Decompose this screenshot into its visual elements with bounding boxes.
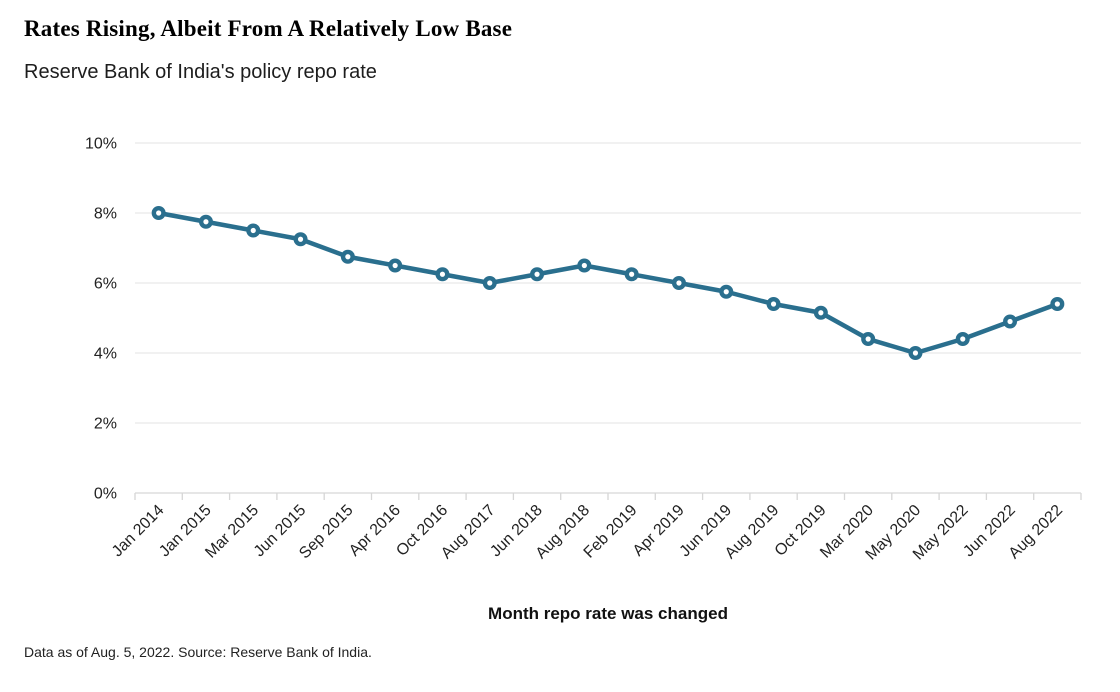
data-point (908, 345, 923, 360)
data-point (530, 267, 545, 282)
chart-subtitle: Reserve Bank of India's policy repo rate (24, 61, 377, 83)
rate-line (156, 210, 1060, 356)
data-point (151, 205, 166, 220)
y-tick-label: 6% (94, 276, 117, 293)
y-tick-label: 4% (94, 346, 117, 363)
data-point (719, 284, 734, 299)
data-point (861, 331, 876, 346)
data-point (671, 275, 686, 290)
data-point (198, 214, 213, 229)
source-note: Data as of Aug. 5, 2022. Source: Reserve… (24, 644, 372, 660)
y-tick-label: 8% (94, 206, 117, 223)
data-point (1003, 314, 1018, 329)
data-point (577, 258, 592, 273)
data-point (1050, 296, 1065, 311)
data-point (766, 296, 781, 311)
y-tick-label: 10% (85, 136, 117, 153)
y-tick-label: 0% (94, 486, 117, 503)
data-point (388, 258, 403, 273)
data-point (293, 232, 308, 247)
data-point (955, 331, 970, 346)
chart-title: Rates Rising, Albeit From A Relatively L… (24, 16, 513, 41)
y-tick-label: 2% (94, 416, 117, 433)
x-axis-title: Month repo rate was changed (488, 604, 728, 623)
data-point (435, 267, 450, 282)
data-point (340, 249, 355, 264)
data-point (624, 267, 639, 282)
data-point (813, 305, 828, 320)
data-point (246, 223, 261, 238)
data-point (482, 275, 497, 290)
